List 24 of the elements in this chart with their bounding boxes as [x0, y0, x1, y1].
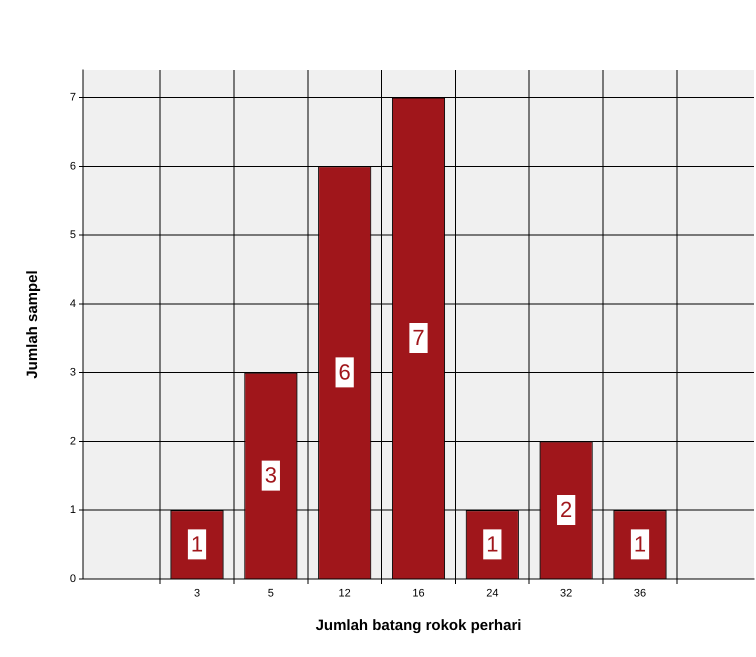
data-label: 6 [338, 359, 351, 384]
y-tick-label: 2 [70, 435, 76, 448]
data-label: 1 [190, 531, 204, 556]
y-tick-label: 5 [70, 229, 76, 242]
y-tick-label: 0 [70, 573, 76, 586]
x-axis-title: Jumlah batang rokok perhari [316, 617, 522, 634]
x-tick-label: 5 [268, 588, 274, 600]
data-label: 1 [634, 531, 646, 556]
data-label: 3 [264, 462, 277, 488]
y-tick-label: 7 [70, 92, 76, 104]
y-axis-title: Jumlah sampel [24, 270, 42, 379]
x-tick-label: 32 [560, 588, 572, 600]
x-tick-label: 12 [338, 588, 351, 600]
data-label: 7 [412, 325, 425, 350]
x-tick-label: 3 [194, 588, 200, 600]
y-tick-label: 3 [70, 366, 76, 379]
y-tick-label: 1 [70, 504, 76, 516]
data-label: 2 [560, 497, 572, 522]
data-label: 1 [486, 531, 498, 556]
x-tick-label: 24 [486, 588, 498, 600]
x-tick-label: 16 [412, 588, 425, 600]
y-tick-label: 6 [70, 160, 76, 172]
x-tick-label: 36 [634, 588, 646, 600]
y-tick-label: 4 [70, 298, 76, 310]
